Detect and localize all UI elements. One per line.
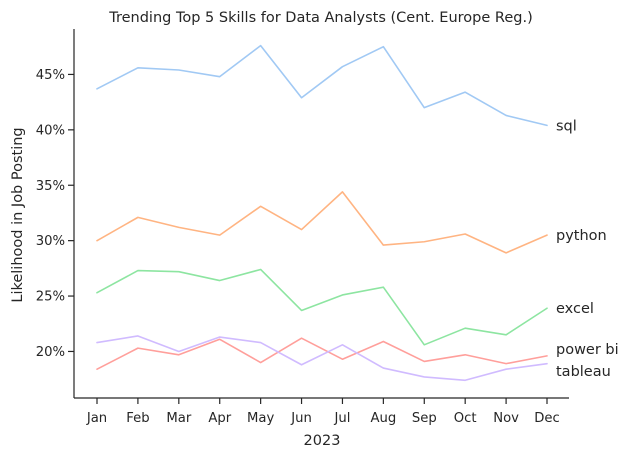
y-tick-label: 45% [36, 68, 65, 83]
x-tick-label: Apr [208, 411, 231, 426]
x-axis-label: 2023 [304, 433, 341, 449]
series-layer [96, 44, 548, 382]
x-ticks: Jan Feb Mar Apr May Jun Jul Aug Sep Oct Nov Dec [86, 398, 560, 426]
series-label-sql: sql [556, 118, 577, 134]
series-end-labels: sql python excel power bi tableau [556, 118, 619, 379]
x-tick-label: Nov [493, 411, 519, 426]
series-label-power-bi: power bi [556, 342, 619, 358]
series-line-sql [96, 44, 548, 127]
series-line-excel [96, 268, 548, 346]
x-tick-label: Jun [290, 411, 312, 426]
x-tick-label: Mar [166, 411, 191, 426]
y-axis-label: Likelihood in Job Posting [10, 127, 26, 302]
y-tick-label: 35% [36, 179, 65, 194]
x-tick-label: Aug [370, 411, 396, 426]
x-tick-label: Jul [333, 411, 350, 426]
x-tick-label: Jan [86, 411, 107, 426]
y-ticks: 20% 25% 30% 35% 40% 45% [36, 68, 74, 360]
chart-title: Trending Top 5 Skills for Data Analysts … [108, 10, 532, 26]
y-tick-label: 30% [36, 234, 65, 249]
y-tick-label: 40% [36, 123, 65, 138]
series-label-python: python [556, 228, 607, 244]
series-line-tableau [96, 335, 548, 382]
series-label-excel: excel [556, 301, 594, 317]
y-tick-label: 20% [36, 345, 65, 360]
series-line-python [96, 191, 548, 254]
x-tick-label: Oct [454, 411, 477, 426]
series-label-tableau: tableau [556, 364, 611, 380]
x-tick-label: Sep [412, 411, 437, 426]
x-tick-label: Dec [534, 411, 560, 426]
series-line-power-bi [96, 337, 548, 370]
y-tick-label: 25% [36, 290, 65, 305]
x-tick-label: Feb [126, 411, 149, 426]
x-tick-label: May [247, 411, 274, 426]
axis-layer [73, 29, 569, 399]
